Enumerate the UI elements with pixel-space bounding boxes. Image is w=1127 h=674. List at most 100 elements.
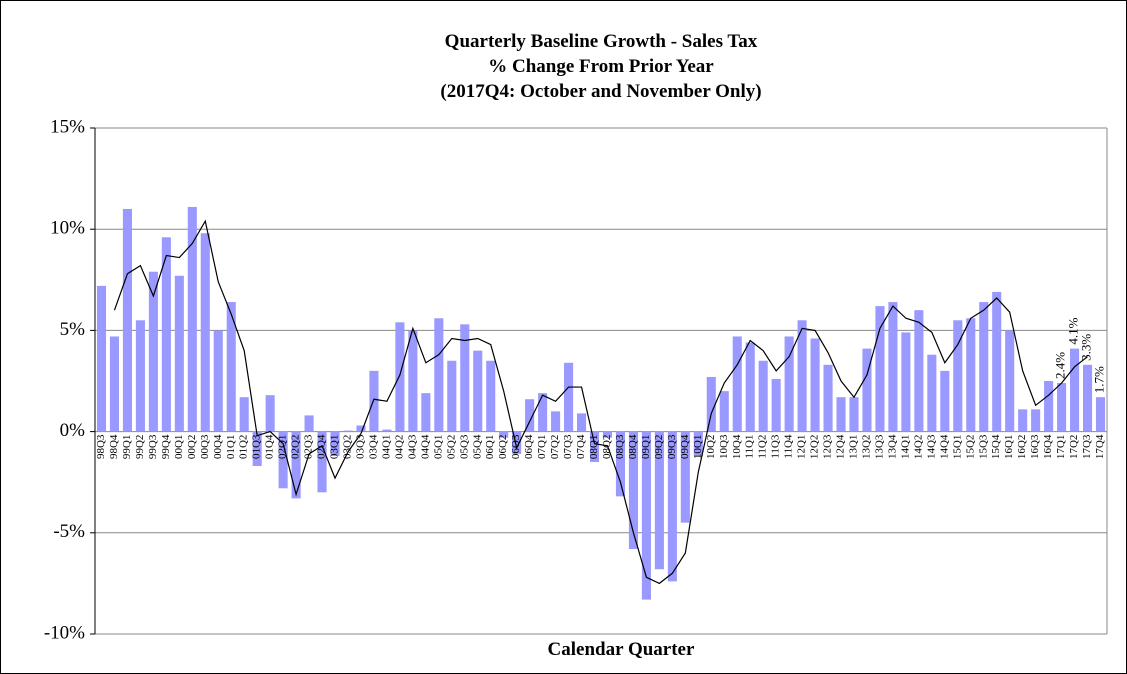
x-tick-label: 16Q2 [1016, 435, 1028, 459]
x-tick-label: 03Q1 [329, 435, 341, 459]
x-tick-label: 10Q3 [718, 434, 730, 459]
x-tick-label: 15Q2 [964, 435, 976, 459]
chart-subtitle: (2017Q4: October and November Only) [440, 81, 761, 102]
bar [512, 431, 522, 454]
x-tick-label: 02Q3 [303, 434, 315, 459]
bar [187, 206, 197, 432]
bar [1095, 397, 1106, 432]
x-tick-label: 17Q4 [1094, 434, 1106, 459]
x-tick-label: 13Q2 [861, 435, 873, 459]
x-tick-label: 99Q3 [147, 434, 159, 459]
y-tick-label: 5% [60, 319, 86, 340]
x-tick-label: 06Q2 [497, 435, 509, 459]
x-tick-label: 11Q4 [783, 434, 795, 459]
x-tick-label: 08Q2 [601, 435, 613, 459]
y-tick-label: 10% [50, 218, 85, 239]
x-tick-label: 01Q2 [238, 435, 250, 459]
bar [914, 310, 924, 432]
bar [226, 302, 236, 432]
bar [330, 431, 340, 456]
x-tick-label: 13Q1 [848, 435, 860, 459]
bar [96, 285, 107, 432]
y-tick-label: -10% [44, 622, 85, 643]
bar [434, 318, 444, 432]
bar [771, 378, 781, 432]
x-tick-label: 02Q2 [290, 435, 302, 459]
x-tick-label: 98Q3 [95, 434, 107, 459]
bar [421, 393, 431, 432]
bar [589, 431, 600, 462]
bar [200, 233, 210, 432]
x-tick-label: 16Q4 [1042, 434, 1054, 459]
x-tick-label: 07Q1 [536, 435, 548, 459]
bar [473, 350, 483, 432]
bar [1082, 364, 1093, 432]
x-tick-label: 01Q3 [251, 434, 263, 459]
x-tick-label: 00Q3 [199, 434, 211, 459]
bar [810, 338, 820, 432]
bar [927, 354, 937, 432]
bar [1070, 348, 1080, 432]
x-tick-label: 14Q4 [938, 434, 950, 459]
y-tick-label: 15% [50, 116, 85, 137]
bar [382, 429, 392, 432]
x-tick-label: 09Q3 [666, 434, 678, 459]
trend-line [113, 219, 1088, 585]
x-tick-label: 05Q1 [432, 435, 444, 459]
bar [602, 431, 613, 438]
bar [784, 336, 794, 432]
bar [823, 364, 833, 432]
x-tick-label: 12Q3 [822, 434, 834, 459]
x-axis-label: Calendar Quarter [548, 639, 695, 660]
bar [654, 431, 664, 570]
bar [1031, 409, 1041, 432]
x-tick-label: 00Q2 [186, 435, 198, 459]
bar [499, 431, 509, 438]
x-tick-label: 02Q1 [277, 435, 289, 459]
x-tick-label: 06Q1 [484, 435, 496, 459]
bar [252, 431, 262, 467]
bar [551, 411, 561, 432]
x-tick-label: 08Q1 [588, 435, 600, 459]
bar [161, 237, 171, 432]
x-tick-label: 12Q4 [835, 434, 847, 459]
bar [875, 306, 885, 432]
x-tick-label: 08Q3 [614, 434, 626, 459]
bar [693, 431, 703, 456]
x-tick-label: 10Q4 [731, 434, 743, 459]
x-tick-label: 03Q3 [355, 434, 367, 459]
x-tick-label: 16Q3 [1029, 434, 1041, 459]
x-tick-label: 03Q4 [367, 434, 379, 459]
bar [628, 431, 638, 549]
value-label: 4.1% [1066, 317, 1081, 344]
x-tick-label: 17Q2 [1068, 435, 1080, 459]
bar [849, 397, 859, 432]
x-tick-label: 10Q1 [692, 435, 704, 459]
y-tick-label: -5% [53, 521, 85, 542]
x-tick-label: 15Q3 [977, 434, 989, 459]
x-tick-label: 02Q4 [316, 434, 328, 459]
x-tick-label: 06Q4 [523, 434, 535, 459]
bar [564, 362, 574, 432]
bar [615, 431, 626, 497]
x-tick-label: 01Q1 [225, 435, 237, 459]
x-tick-label: 14Q3 [925, 434, 937, 459]
x-tick-label: 99Q4 [160, 434, 172, 459]
bar [641, 431, 651, 600]
bar [901, 332, 911, 432]
bar [706, 376, 716, 432]
bar [836, 397, 846, 432]
bar [538, 393, 548, 432]
x-tick-label: 09Q4 [679, 434, 691, 459]
x-tick-label: 00Q4 [212, 434, 224, 459]
x-tick-label: 17Q1 [1055, 435, 1067, 459]
x-tick-label: 12Q2 [809, 435, 821, 459]
bar [888, 302, 898, 432]
x-tick-label: 09Q1 [640, 435, 652, 459]
bar [862, 348, 872, 432]
x-tick-label: 07Q3 [562, 434, 574, 459]
bar [1005, 330, 1015, 432]
x-tick-label: 10Q2 [705, 435, 717, 459]
x-tick-label: 04Q3 [406, 434, 418, 459]
